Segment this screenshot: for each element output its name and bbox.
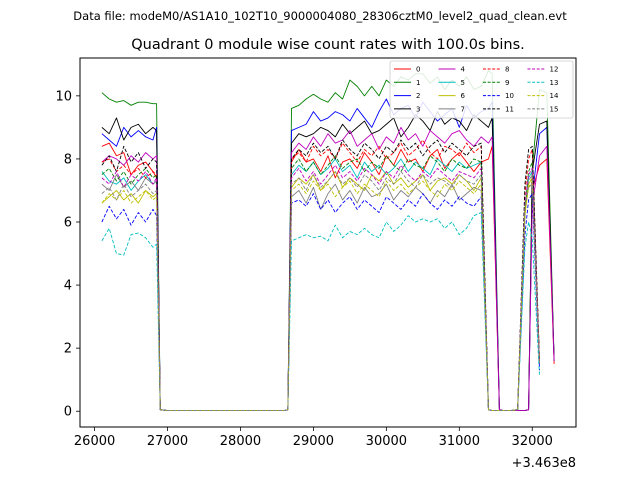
legend-label-7: 7 [461, 105, 465, 113]
x-offset-label: +3.463e8 [512, 456, 576, 471]
series-line-13 [101, 212, 540, 412]
y-tick-label: 10 [55, 89, 72, 104]
x-tick-label: 29000 [293, 434, 334, 449]
x-axis: 26000 27000 28000 29000 30000 31000 32000 [74, 427, 553, 449]
legend-label-3: 3 [416, 105, 420, 113]
legend-label-8: 8 [505, 66, 509, 74]
legend-label-13: 13 [550, 79, 559, 87]
legend-label-9: 9 [505, 79, 509, 87]
x-tick-label: 32000 [512, 434, 553, 449]
legend-label-11: 11 [505, 105, 514, 113]
y-tick-label: 8 [64, 152, 72, 167]
legend-box [389, 60, 574, 119]
x-tick-label: 28000 [220, 434, 261, 449]
legend-label-2: 2 [416, 92, 420, 100]
y-axis: 0 2 4 6 8 10 [55, 89, 80, 420]
series-line-12 [101, 164, 540, 412]
legend-label-15: 15 [550, 105, 559, 113]
x-tick-label: 31000 [439, 434, 480, 449]
x-tick-label: 26000 [74, 434, 115, 449]
suptitle: Data file: modeM0/AS1A10_102T10_90000040… [73, 9, 567, 23]
chart-title: Quadrant 0 module wise count rates with … [131, 37, 525, 53]
legend-label-0: 0 [416, 66, 420, 74]
y-tick-label: 0 [64, 405, 72, 420]
legend-label-1: 1 [416, 79, 420, 87]
plot-series [101, 70, 555, 412]
y-tick-label: 2 [64, 342, 72, 357]
x-tick-label: 30000 [366, 434, 407, 449]
series-line-15 [101, 171, 540, 412]
legend-label-12: 12 [550, 66, 559, 74]
y-tick-label: 4 [64, 279, 72, 294]
plot-frame [79, 57, 577, 428]
y-tick-label: 6 [64, 216, 72, 231]
legend-label-6: 6 [461, 92, 466, 100]
series-line-8 [101, 139, 540, 412]
legend-label-10: 10 [505, 92, 514, 100]
x-tick-label: 27000 [147, 434, 188, 449]
legend-label-4: 4 [461, 66, 466, 74]
legend-label-5: 5 [461, 79, 465, 87]
legend-label-14: 14 [550, 92, 559, 100]
